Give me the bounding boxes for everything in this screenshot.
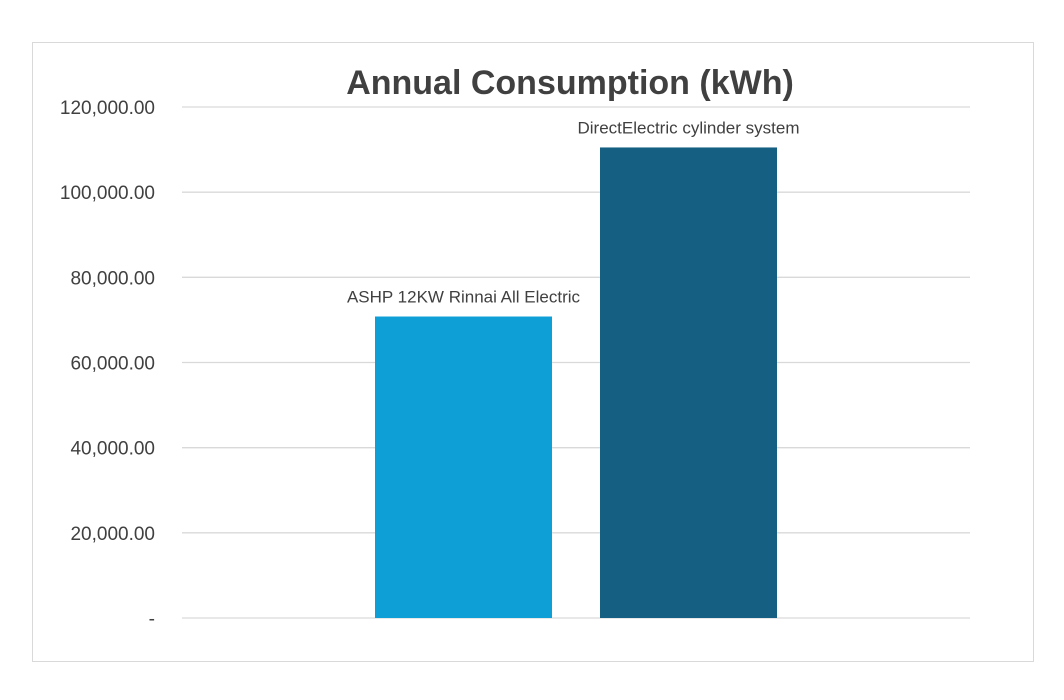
bar-data-label: DirectElectric cylinder system	[578, 118, 800, 137]
y-tick-label: 60,000.00	[70, 354, 155, 375]
y-tick-label: 120,000.00	[60, 98, 155, 119]
bar-1	[375, 316, 552, 618]
chart-title: Annual Consumption (kWh)	[346, 64, 794, 102]
bar-2	[600, 147, 777, 618]
gridlines	[182, 106, 970, 619]
y-tick-label: -	[149, 609, 155, 630]
y-tick-label: 20,000.00	[70, 524, 155, 545]
bars	[375, 147, 777, 618]
data-labels: ASHP 12KW Rinnai All Electric DirectElect…	[347, 118, 800, 306]
y-tick-label: 40,000.00	[70, 439, 155, 460]
y-axis-tick-labels: - 20,000.00 40,000.00 60,000.00 80,000.00 100…	[60, 98, 155, 630]
y-tick-label: 100,000.00	[60, 183, 155, 204]
y-tick-label: 80,000.00	[70, 268, 155, 289]
bar-data-label: ASHP 12KW Rinnai All Electric	[347, 288, 581, 307]
